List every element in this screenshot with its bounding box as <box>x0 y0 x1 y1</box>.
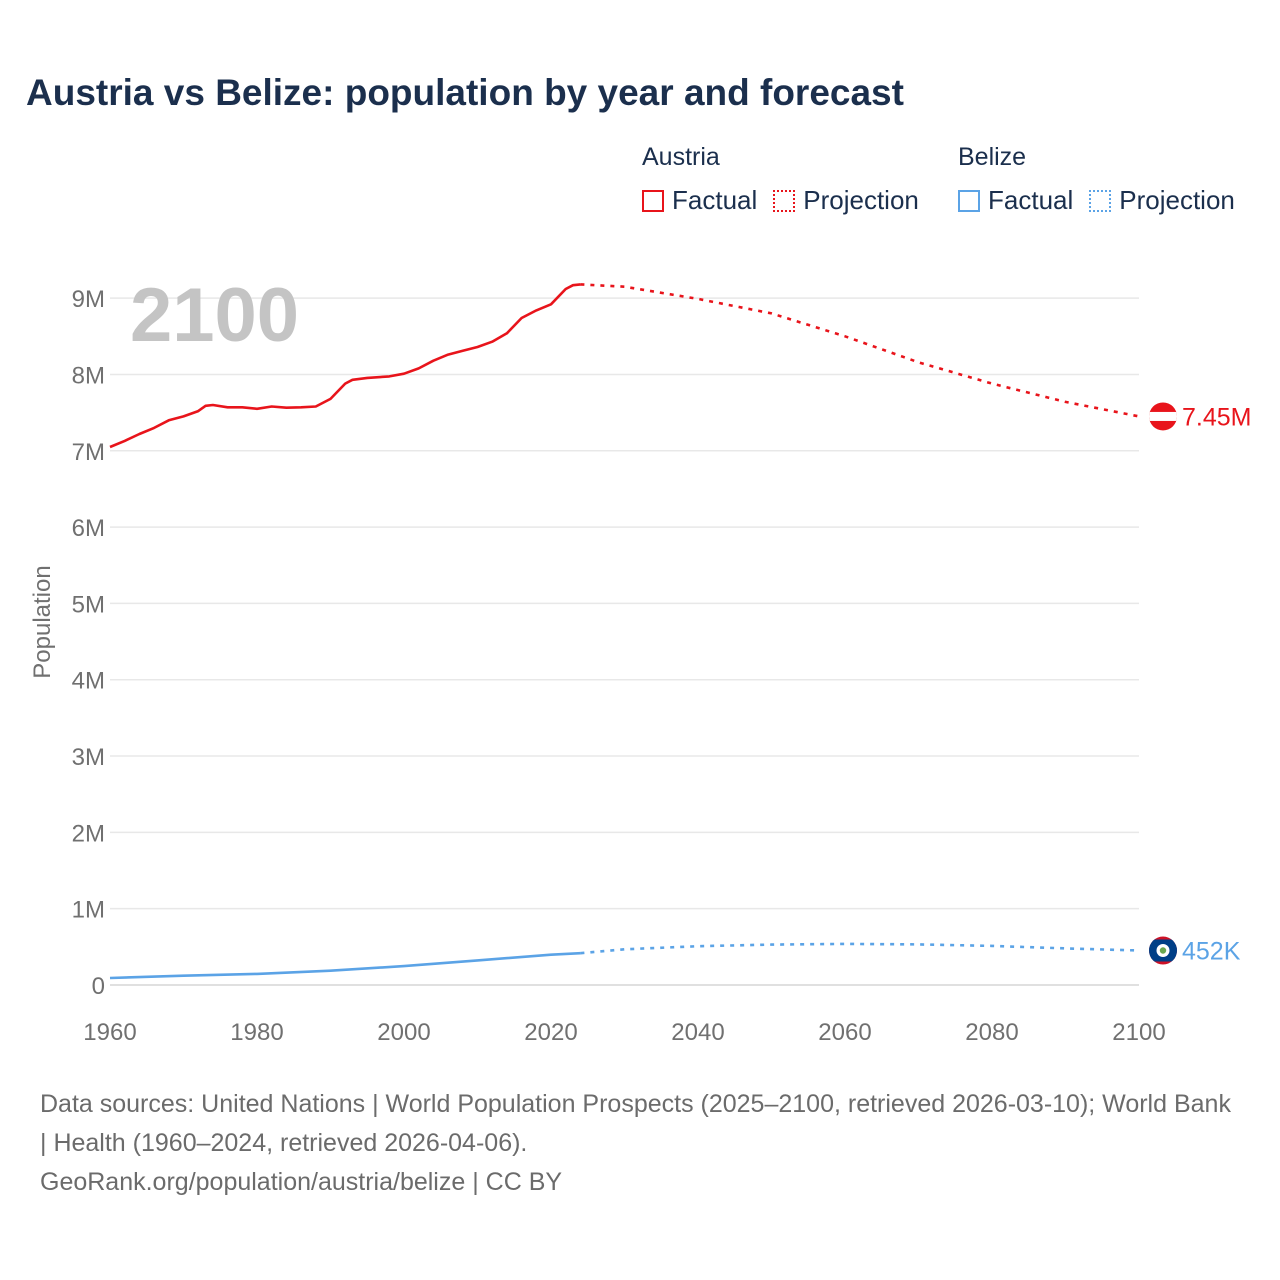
austria-end-label: 7.45M <box>1182 403 1251 431</box>
y-tick-label: 1M <box>72 897 105 924</box>
belize-flag-icon <box>1149 936 1177 965</box>
x-tick-labels: 1960 1980 2000 2020 2040 2060 2080 2100 <box>83 1019 1165 1046</box>
legend-projection-label: Projection <box>803 185 919 215</box>
x-tick-label: 2080 <box>965 1019 1018 1046</box>
legend-projection-label: Projection <box>1119 185 1235 215</box>
x-tick-label: 1980 <box>230 1019 283 1046</box>
y-tick-label: 2M <box>72 820 105 847</box>
x-tick-label: 2020 <box>524 1019 577 1046</box>
y-tick-label: 4M <box>72 668 105 695</box>
source-note: Data sources: United Nations | World Pop… <box>40 1085 1240 1202</box>
source-line-1: Data sources: United Nations | World Pop… <box>40 1090 1231 1157</box>
legend-projection-swatch <box>1089 189 1112 212</box>
legend-group-austria: Austria Factual Projection <box>642 143 935 216</box>
chart-title: Austria vs Belize: population by year an… <box>26 72 904 113</box>
legend-group-name: Belize <box>958 143 1027 171</box>
legend-belize-projection[interactable]: Projection <box>1089 185 1235 216</box>
y-tick-label: 0 <box>92 973 105 1000</box>
y-tick-label: 6M <box>72 515 105 542</box>
legend-group-belize: Belize Factual Projection <box>958 143 1251 216</box>
y-tick-label: 7M <box>72 439 105 466</box>
series-lines <box>109 283 1140 980</box>
x-tick-label: 2100 <box>1112 1019 1165 1046</box>
legend-austria-projection[interactable]: Projection <box>773 185 919 216</box>
legend-projection-swatch <box>773 189 796 212</box>
austria-projection-line <box>580 283 1140 418</box>
y-tick-label: 3M <box>72 744 105 771</box>
belize-end-label: 452K <box>1182 938 1241 966</box>
y-tick-label: 9M <box>72 286 105 313</box>
legend-austria-factual[interactable]: Factual <box>642 185 757 216</box>
belize-factual-line <box>109 951 581 980</box>
y-tick-label: 8M <box>72 362 105 389</box>
y-axis-label: Population <box>29 565 56 678</box>
x-tick-label: 2060 <box>818 1019 871 1046</box>
x-tick-label: 2040 <box>671 1019 724 1046</box>
source-line-2[interactable]: GeoRank.org/population/austria/belize | … <box>40 1168 563 1196</box>
legend-group-name: Austria <box>642 143 720 171</box>
legend-factual-swatch <box>642 189 664 212</box>
end-markers: 7.45M 452K <box>1149 402 1251 966</box>
austria-factual-line <box>109 283 581 449</box>
y-tick-label: 5M <box>72 591 105 618</box>
y-tick-labels: 0 1M 2M 3M 4M 5M 6M 7M 8M 9M <box>72 286 105 1000</box>
x-tick-label: 1960 <box>83 1019 136 1046</box>
legend-factual-label: Factual <box>988 185 1074 215</box>
belize-projection-line <box>580 942 1140 955</box>
legend-factual-swatch <box>958 189 980 212</box>
x-tick-label: 2000 <box>377 1019 430 1046</box>
austria-flag-icon <box>1149 402 1177 431</box>
legend-factual-label: Factual <box>672 185 758 215</box>
grid-lines <box>110 297 1139 986</box>
legend-belize-factual[interactable]: Factual <box>958 185 1073 216</box>
year-overlay: 2100 <box>130 273 299 358</box>
